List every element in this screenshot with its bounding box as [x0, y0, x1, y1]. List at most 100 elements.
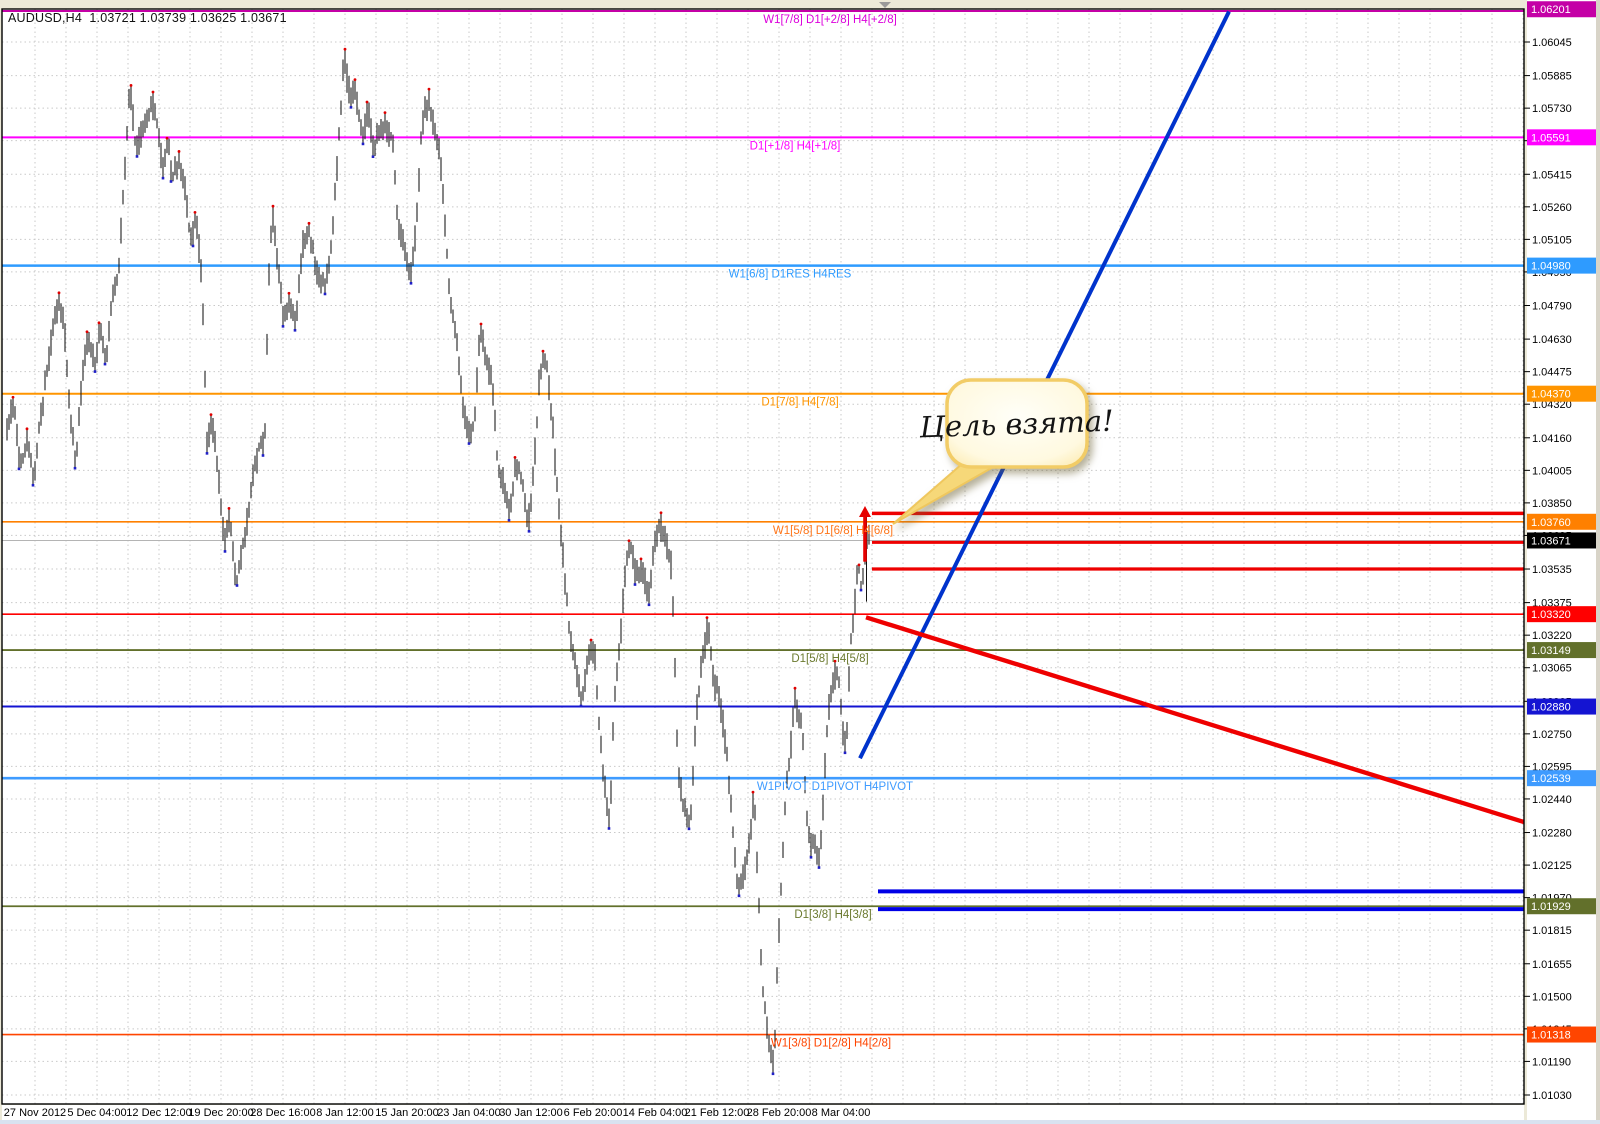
swing-low-dot [261, 454, 265, 457]
price-badge-rect [1527, 1, 1596, 18]
swing-high-dot [353, 78, 357, 82]
swing-high-dot [705, 616, 709, 620]
level-label: D1[5/8] H4[5/8] [791, 653, 868, 665]
price-badge-rect [1527, 513, 1596, 530]
swing-low-dot [737, 894, 741, 898]
price-badge [1527, 698, 1596, 715]
swing-high-dot [589, 638, 593, 642]
swing-low-dot [817, 866, 821, 869]
level-label: W1PIVOT D1PIVOT H4PIVOT [757, 781, 913, 793]
price-bars [6, 49, 870, 1074]
downtrend-line[interactable] [865, 615, 1525, 825]
price-badge-text: 1.02539 [1531, 773, 1571, 785]
price-badge-rect [1527, 898, 1596, 915]
price-badge-rect [1527, 385, 1596, 402]
price-tick-label: 1.04320 [1532, 399, 1572, 411]
price-badge [1527, 898, 1596, 915]
swing-low-dot [809, 856, 813, 859]
swing-high-dot [343, 47, 347, 51]
price-tick-label: 1.02750 [1532, 729, 1572, 741]
plot-background [2, 9, 1524, 1104]
level-label: D1[+1/8] H4[+1/8] [750, 140, 841, 152]
price-tick-label: 1.04160 [1532, 433, 1572, 445]
price-badge-rect [1527, 698, 1596, 715]
price-badge [1527, 257, 1596, 274]
swing-high-dot [427, 87, 431, 91]
swing-high-dot [11, 395, 15, 399]
swing-high-dot [751, 790, 755, 794]
swing-high-dot [177, 150, 181, 153]
price-badge-rect [1527, 1026, 1596, 1043]
swing-high-dot [639, 557, 643, 561]
price-tick-label: 1.01030 [1532, 1090, 1572, 1102]
swing-low-dot [235, 584, 239, 587]
level-label: W1[3/8] D1[2/8] H4[2/8] [771, 1038, 891, 1050]
swing-low-dot [73, 466, 77, 470]
price-badge-rect [1527, 532, 1596, 549]
swing-low-dot [31, 483, 35, 487]
target-arrow-icon[interactable] [859, 506, 871, 562]
swing-high-dot [209, 413, 213, 417]
callout[interactable] [892, 378, 1089, 525]
swing-low-dot [361, 142, 365, 146]
swing-low-dot [527, 530, 531, 533]
price-scale-background [1527, 0, 1596, 1124]
callout-bubble [945, 378, 1089, 469]
price-tick-label: 1.04475 [1532, 367, 1572, 379]
time-label: 19 Dec 20:00 [188, 1107, 253, 1119]
swing-low-dot [771, 1072, 775, 1076]
price-tick-label: 1.02440 [1532, 794, 1572, 806]
price-badge [1527, 606, 1596, 623]
price-tick-label: 1.02280 [1532, 828, 1572, 840]
price-tick-label: 1.05260 [1532, 202, 1572, 214]
price-badge-text: 1.03760 [1531, 517, 1571, 529]
price-badge-text: 1.05591 [1531, 132, 1571, 144]
swing-high-dot [793, 686, 797, 690]
swing-high-dot [659, 511, 663, 515]
price-badge-text: 1.03671 [1531, 535, 1571, 547]
swing-low-dot [607, 827, 611, 830]
swing-high-dot [307, 221, 311, 225]
swing-low-dot [169, 180, 173, 183]
level-label: D1[3/8] H4[3/8] [794, 909, 871, 921]
price-tick-label: 1.05885 [1532, 71, 1572, 83]
swing-high-dot [227, 507, 231, 510]
price-tick-label: 1.03065 [1532, 663, 1572, 675]
price-tick-label: 1.01655 [1532, 959, 1572, 971]
price-tick-label: 1.03850 [1532, 498, 1572, 510]
price-tick-label: 1.05730 [1532, 103, 1572, 115]
time-label: 8 Jan 12:00 [316, 1107, 374, 1119]
price-tick-label: 1.06045 [1532, 37, 1572, 49]
time-label: 12 Dec 12:00 [126, 1107, 191, 1119]
swing-low-dot [633, 583, 637, 586]
swing-high-dot [513, 455, 517, 459]
swing-low-dot [103, 362, 107, 366]
swing-low-dot [17, 467, 21, 471]
chart-title: AUDUSD,H4 1.03721 1.03739 1.03625 1.0367… [8, 11, 287, 25]
time-label: 30 Jan 12:00 [499, 1107, 563, 1119]
time-label: 5 Dec 04:00 [67, 1107, 126, 1119]
swing-high-dot [97, 321, 101, 325]
swing-low-dot [467, 442, 471, 445]
price-badge-rect [1527, 257, 1596, 274]
swing-low-dot [205, 452, 209, 455]
price-badge-text: 1.04980 [1531, 261, 1571, 273]
time-label: 6 Feb 20:00 [564, 1107, 623, 1119]
time-label: 28 Dec 16:00 [250, 1107, 315, 1119]
price-tick-label: 1.03535 [1532, 564, 1572, 576]
swing-low-dot [579, 704, 583, 708]
price-badge [1527, 1026, 1596, 1043]
time-label: 8 Mar 04:00 [812, 1107, 871, 1119]
swing-low-dot [859, 588, 863, 592]
price-badge-text: 1.04370 [1531, 389, 1571, 401]
swing-low-dot [647, 603, 651, 607]
swing-high-dot [151, 90, 155, 94]
price-tick-label: 1.04790 [1532, 301, 1572, 313]
swing-high-dot [193, 210, 197, 214]
price-badge-text: 1.01929 [1531, 901, 1571, 913]
swing-low-dot [161, 176, 165, 180]
time-label: 27 Nov 2012 [4, 1107, 66, 1119]
target-arrow-head [859, 506, 871, 518]
